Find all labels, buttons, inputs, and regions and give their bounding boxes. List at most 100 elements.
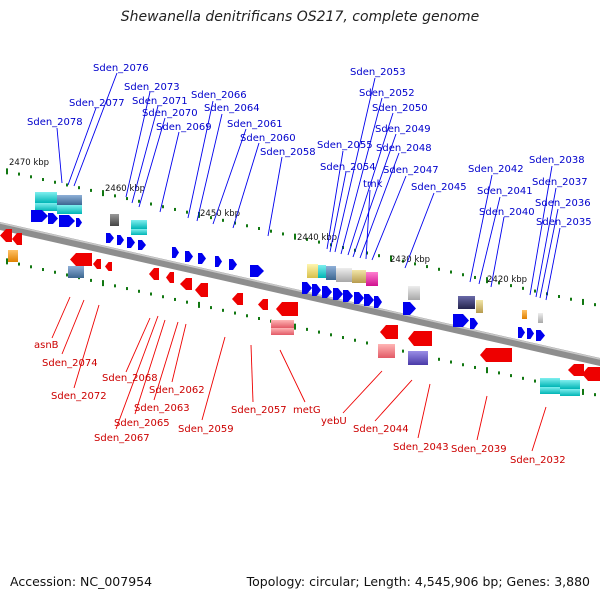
genome-title: Shewanella denitrificans OS217, complete…	[120, 9, 480, 25]
scale-tick	[294, 323, 296, 330]
scale-tick	[150, 202, 152, 206]
gene-label-sden-2066: Sden_2066	[191, 90, 247, 101]
feature-block	[131, 229, 147, 235]
scale-tick	[534, 379, 536, 383]
leader-line	[545, 227, 561, 301]
feature-block	[8, 250, 18, 262]
gene-label-tmk: tmk	[363, 179, 383, 190]
leader-line	[417, 383, 431, 439]
scale-label-2430: 2430 kbp	[390, 255, 430, 265]
leader-line	[125, 91, 151, 198]
scale-tick	[462, 273, 464, 277]
scale-tick	[234, 311, 236, 315]
feature-block	[458, 296, 475, 309]
reverse-gene-arrow	[582, 367, 600, 381]
leader-line	[279, 349, 306, 403]
scale-tick	[582, 298, 584, 305]
leader-line	[159, 131, 180, 213]
gene-label-sden-2035: Sden_2035	[536, 217, 592, 228]
gene-label-sden-2044: Sden_2044	[353, 424, 409, 435]
gene-label-sden-2050: Sden_2050	[372, 103, 428, 114]
feature-block	[35, 203, 57, 211]
forward-gene-arrow	[185, 251, 193, 262]
scale-tick	[210, 306, 212, 310]
scale-tick	[450, 360, 452, 364]
forward-gene-arrow	[172, 247, 179, 258]
leader-line	[153, 321, 179, 401]
gene-label-sden-2069: Sden_2069	[156, 122, 212, 133]
gene-label-sden-2065: Sden_2065	[114, 418, 170, 429]
topology-text: Topology: circular; Length: 4,545,906 bp…	[246, 574, 590, 589]
scale-tick	[246, 314, 248, 318]
leader-line	[232, 142, 260, 229]
reverse-gene-arrow	[380, 325, 398, 339]
genome-backbone-highlight	[0, 222, 600, 360]
reverse-gene-arrow	[180, 278, 192, 290]
gene-label-sden-2048: Sden_2048	[376, 143, 432, 154]
forward-gene-arrow	[333, 288, 343, 300]
leader-line	[212, 128, 247, 225]
forward-gene-arrow	[364, 294, 374, 306]
scale-tick	[414, 262, 416, 266]
gene-label-sden-2060: Sden_2060	[240, 133, 296, 144]
leader-line	[352, 133, 397, 258]
gene-label-sden-2049: Sden_2049	[375, 124, 431, 135]
leader-line	[51, 296, 71, 339]
accession-text: Accession: NC_007954	[10, 574, 153, 589]
feature-block	[538, 313, 543, 323]
leader-line	[347, 112, 394, 256]
scale-tick	[66, 183, 68, 187]
scale-tick	[570, 297, 572, 301]
leader-line	[267, 156, 283, 237]
forward-gene-labels: Sden_2076 Sden_2077 Sden_2073 Sden_2078 …	[27, 63, 592, 228]
scale-tick	[18, 262, 20, 266]
leader-line	[171, 323, 187, 383]
gene-label-sden-2070: Sden_2070	[142, 108, 198, 119]
leader-line	[138, 117, 166, 208]
feature-block	[307, 264, 318, 278]
scale-tick	[486, 367, 488, 374]
reverse-gene-arrow	[12, 233, 22, 245]
scale-tick	[366, 251, 368, 255]
reverse-gene-arrow	[105, 262, 112, 271]
scale-tick	[222, 308, 224, 312]
scale-tick	[66, 273, 68, 277]
feature-block	[408, 286, 420, 300]
feature-block	[522, 310, 527, 319]
gene-label-sden-2038: Sden_2038	[529, 155, 585, 166]
feature-block	[560, 389, 580, 396]
leader-line	[187, 100, 214, 219]
forward-gene-arrow	[48, 213, 58, 224]
scale-tick	[474, 275, 476, 279]
forward-gene-arrow	[250, 265, 264, 277]
scale-labels: 2470 kbp 2460 kbp 2450 kbp 2440 kbp 2430…	[9, 158, 527, 285]
gene-label-sden-2059: Sden_2059	[178, 424, 234, 435]
scale-tick	[378, 254, 380, 258]
gene-label-metg: metG	[293, 405, 321, 416]
gene-label-sden-2073: Sden_2073	[124, 82, 180, 93]
scale-tick	[186, 210, 188, 214]
forward-gene-arrow	[312, 284, 321, 296]
scale-tick	[54, 180, 56, 184]
forward-gene-arrows	[31, 210, 545, 341]
scale-label-2440: 2440 kbp	[297, 233, 337, 243]
feature-block	[35, 192, 57, 203]
scale-tick	[294, 233, 296, 240]
scale-tick	[174, 297, 176, 301]
scale-tick	[30, 175, 32, 179]
scale-tick	[558, 294, 560, 298]
gene-label-sden-2067: Sden_2067	[94, 433, 150, 444]
feature-block	[366, 272, 378, 286]
leader-line	[476, 395, 488, 441]
feature-block	[271, 320, 294, 328]
scale-tick	[102, 280, 104, 287]
forward-gene-arrow	[343, 290, 353, 302]
leader-line	[478, 196, 501, 285]
gene-label-sden-2057: Sden_2057	[231, 405, 287, 416]
leader-line	[196, 113, 223, 222]
scale-tick	[90, 278, 92, 282]
feature-block	[110, 214, 119, 226]
feature-block	[408, 351, 428, 365]
